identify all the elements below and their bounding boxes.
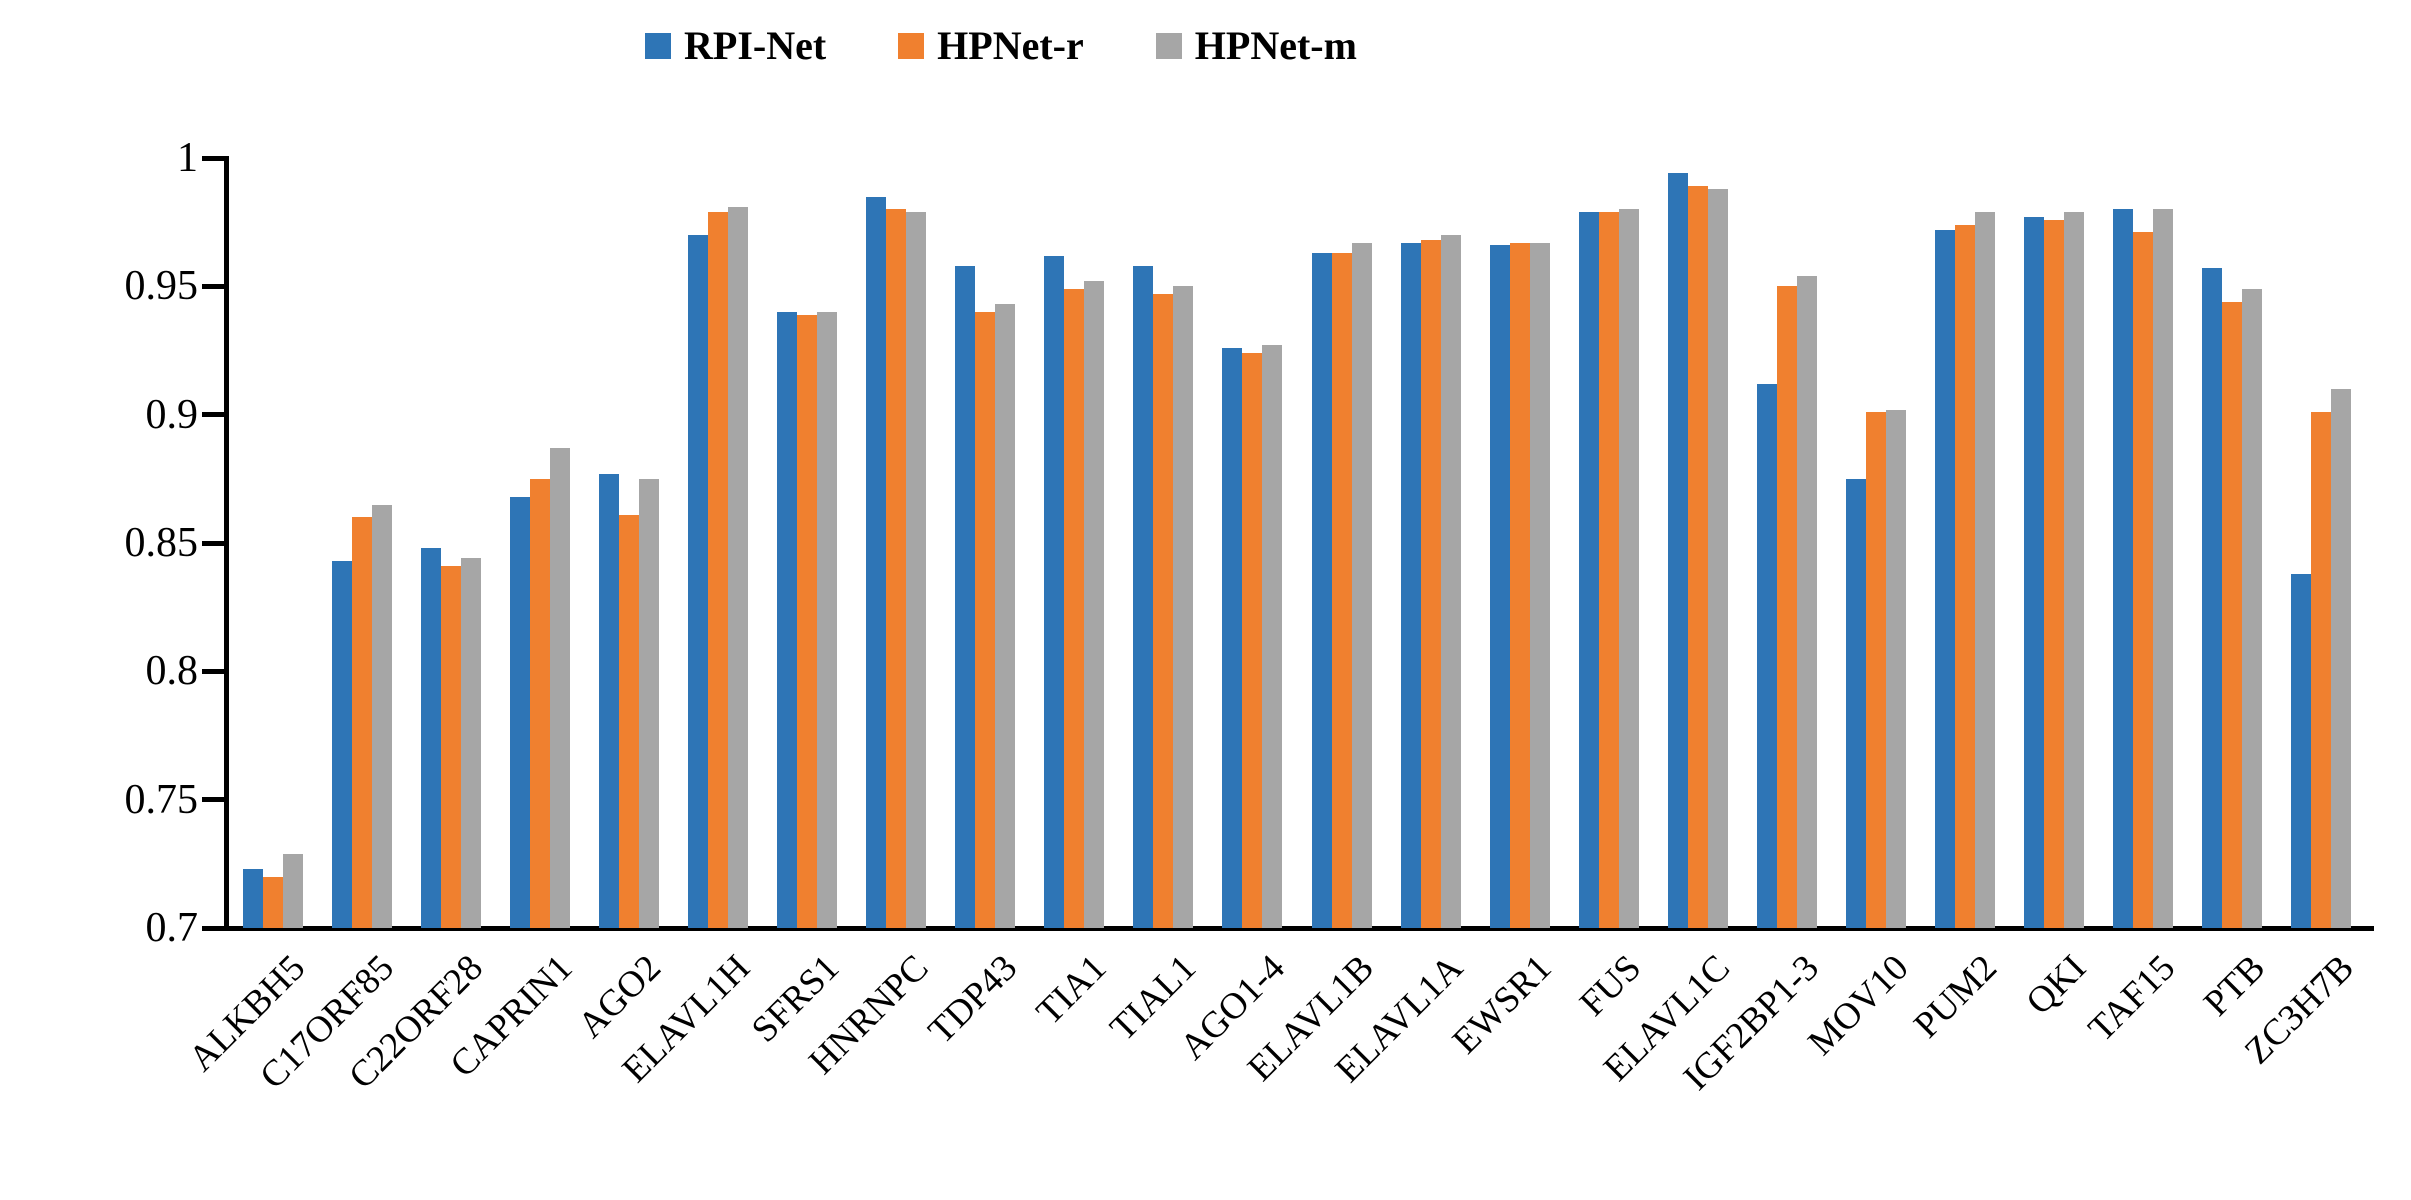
bar-ELAVL1A-HPNet-m (1440, 235, 1461, 928)
bar-ZC3H7B-HPNet-r (2311, 412, 2332, 928)
bar-CAPRIN1-RPI-Net (509, 496, 530, 928)
y-tick-mark (202, 540, 224, 546)
y-tick-label: 0.85 (124, 520, 199, 566)
bar-C22ORF28-RPI-Net (420, 548, 441, 928)
legend-label-hpnet-m: HPNet-m (1194, 23, 1357, 68)
bar-CAPRIN1-HPNet-m (549, 448, 570, 928)
legend-item-hpnet-r: HPNet-r (898, 26, 1084, 66)
bar-FUS-HPNet-r (1598, 211, 1619, 928)
bar-AGO1-4-HPNet-r (1242, 353, 1263, 928)
bar-HNRNPC-RPI-Net (866, 196, 887, 928)
bar-ZC3H7B-RPI-Net (2291, 573, 2312, 928)
bar-HNRNPC-HPNet-m (906, 211, 927, 928)
y-tick-mark (202, 797, 224, 803)
y-tick-label: 0.9 (145, 391, 199, 438)
legend-label-hpnet-r: HPNet-r (937, 23, 1084, 68)
bar-SFRS1-HPNet-r (797, 314, 818, 928)
legend-swatch-hpnet-m (1155, 33, 1182, 59)
bar-AGO2-HPNet-r (618, 514, 639, 928)
bar-ELAVL1C-HPNet-r (1687, 186, 1708, 928)
bar-MOV10-RPI-Net (1846, 478, 1867, 928)
bar-EWSR1-HPNet-r (1509, 242, 1530, 928)
y-tick-mark (202, 155, 224, 161)
bar-AGO1-4-RPI-Net (1222, 347, 1243, 928)
bar-ELAVL1H-RPI-Net (687, 235, 708, 928)
bar-MOV10-HPNet-m (1886, 409, 1907, 928)
bar-PUM2-HPNet-r (1955, 224, 1976, 928)
bar-QKI-HPNet-m (2064, 211, 2085, 928)
bar-AGO2-RPI-Net (598, 473, 619, 928)
bar-TDP43-HPNet-r (975, 312, 996, 928)
bar-TIAL1-HPNet-m (1173, 286, 1194, 928)
bar-FUS-HPNet-m (1618, 209, 1639, 928)
bar-TIA1-HPNet-m (1084, 281, 1105, 928)
bar-ELAVL1A-RPI-Net (1400, 242, 1421, 928)
bar-C17ORF85-RPI-Net (331, 560, 352, 928)
y-tick-mark (202, 283, 224, 289)
bar-PUM2-HPNet-m (1975, 211, 1996, 928)
bar-ALKBH5-HPNet-r (262, 876, 283, 928)
bar-IGF2BP1-3-HPNet-r (1776, 286, 1797, 928)
bar-EWSR1-HPNet-m (1529, 242, 1550, 928)
legend-item-hpnet-m: HPNet-m (1155, 23, 1357, 68)
bar-PTB-HPNet-r (2222, 301, 2243, 928)
bar-TIA1-HPNet-r (1064, 288, 1085, 928)
bar-C22ORF28-HPNet-r (440, 566, 461, 928)
y-tick-label: 0.75 (124, 776, 199, 823)
bar-ELAVL1B-HPNet-r (1331, 252, 1352, 928)
bar-TAF15-HPNet-m (2153, 209, 2174, 928)
bar-ELAVL1H-HPNet-m (727, 206, 748, 928)
bar-ELAVL1C-RPI-Net (1667, 173, 1688, 928)
bar-TDP43-HPNet-m (995, 304, 1016, 928)
bar-TAF15-RPI-Net (2113, 209, 2134, 928)
bar-AGO1-4-HPNet-m (1262, 345, 1283, 928)
bar-ELAVL1B-RPI-Net (1311, 252, 1332, 928)
bar-ELAVL1A-HPNet-r (1420, 240, 1441, 928)
y-tick-label: 0.95 (124, 263, 199, 310)
x-axis-line (202, 926, 2374, 931)
bar-TIA1-RPI-Net (1044, 255, 1065, 928)
bar-EWSR1-RPI-Net (1489, 245, 1510, 928)
bar-TDP43-RPI-Net (955, 265, 976, 928)
bar-FUS-RPI-Net (1578, 211, 1599, 928)
y-axis-line (224, 156, 229, 931)
bar-IGF2BP1-3-RPI-Net (1756, 383, 1777, 928)
bar-QKI-RPI-Net (2024, 217, 2045, 928)
legend-swatch-hpnet-r (898, 33, 925, 59)
bar-SFRS1-RPI-Net (777, 312, 798, 928)
bar-IGF2BP1-3-HPNet-m (1796, 276, 1817, 928)
bar-QKI-HPNet-r (2044, 219, 2065, 928)
legend-item-rpi-net: RPI-Net (645, 26, 826, 66)
bar-MOV10-HPNet-r (1866, 412, 1887, 928)
bar-ALKBH5-HPNet-m (282, 853, 303, 928)
bar-TAF15-HPNet-r (2133, 232, 2154, 928)
bar-PUM2-RPI-Net (1935, 229, 1956, 928)
bar-ELAVL1H-HPNet-r (707, 211, 728, 928)
bar-SFRS1-HPNet-m (817, 312, 838, 928)
bar-C22ORF28-HPNet-m (460, 558, 481, 928)
bar-TIAL1-HPNet-r (1153, 294, 1174, 928)
y-tick-label: 0.7 (145, 905, 199, 951)
y-tick-mark (202, 668, 224, 674)
y-tick-mark (202, 412, 224, 418)
legend-swatch-rpi-net (645, 33, 671, 59)
bar-C17ORF85-HPNet-m (371, 504, 392, 928)
y-tick-mark (202, 925, 224, 931)
bar-ZC3H7B-HPNet-m (2331, 389, 2352, 928)
chart-legend: RPI-Net HPNet-r HPNet-m (645, 26, 1357, 66)
y-tick-label: 1 (177, 135, 198, 181)
legend-label-rpi-net: RPI-Net (684, 23, 827, 68)
bar-PTB-RPI-Net (2202, 268, 2223, 928)
bar-TIAL1-RPI-Net (1133, 265, 1154, 928)
bar-C17ORF85-HPNet-r (351, 517, 372, 928)
bar-HNRNPC-HPNet-r (886, 209, 907, 928)
bar-ELAVL1B-HPNet-m (1351, 242, 1372, 928)
bar-ELAVL1C-HPNet-m (1707, 188, 1728, 928)
bar-ALKBH5-RPI-Net (242, 868, 263, 928)
y-tick-label: 0.8 (145, 648, 199, 695)
bar-AGO2-HPNet-m (638, 478, 659, 928)
bar-CAPRIN1-HPNet-r (529, 478, 550, 928)
bar-PTB-HPNet-m (2242, 288, 2263, 928)
